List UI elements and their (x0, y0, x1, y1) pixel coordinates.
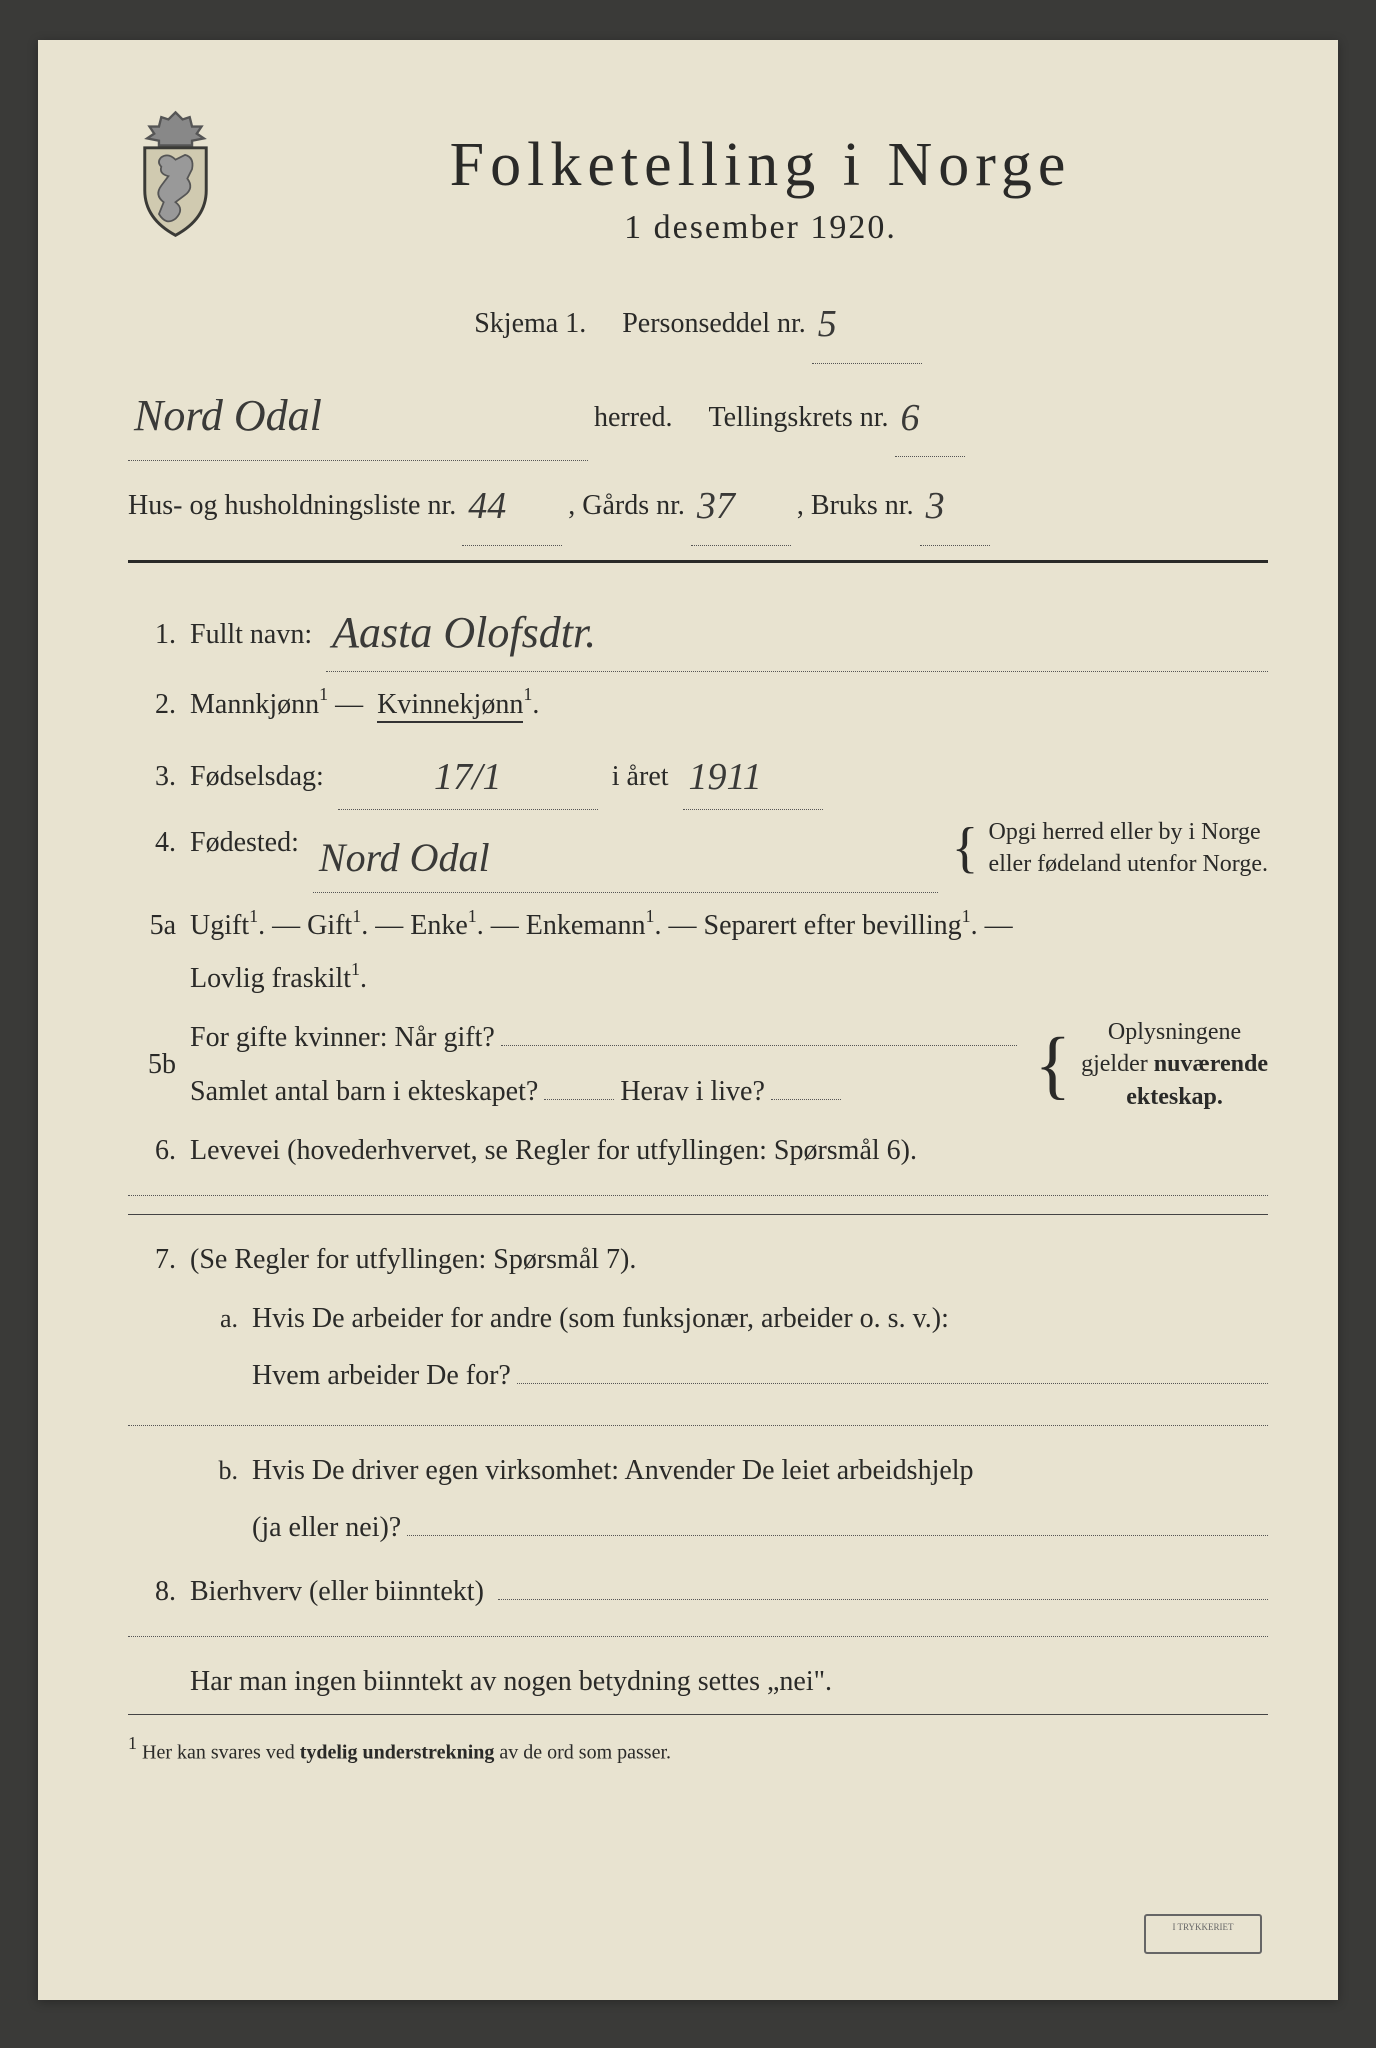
tellingskrets-label: Tellingskrets nr. (709, 387, 889, 449)
q3-mid: i året (612, 750, 669, 803)
q2-row: 2. Mannkjønn1 — Kvinnekjønn1. (128, 678, 1268, 731)
q3-day: 17/1 (338, 737, 598, 810)
q7a-body: Hvis De arbeider for andre (som funksjon… (252, 1292, 1268, 1407)
q6-row: 6. Levevei (hovederhvervet, se Regler fo… (128, 1124, 1268, 1177)
q2-num: 2. (128, 678, 176, 731)
personseddel-value: 5 (812, 279, 922, 364)
bruks-value: 3 (920, 461, 990, 546)
q8-label: Bierhverv (eller biinntekt) (190, 1565, 484, 1618)
q6-blank-line (128, 1195, 1268, 1196)
q4-num: 4. (128, 816, 176, 869)
bruks-label: , Bruks nr. (797, 475, 914, 537)
q7-row: 7. (Se Regler for utfyllingen: Spørsmål … (128, 1233, 1268, 1286)
q1-label: Fullt navn: (190, 608, 312, 661)
brace-icon: { (952, 820, 979, 876)
q4-label: Fødested: (190, 816, 299, 869)
gards-label: , Gårds nr. (568, 475, 685, 537)
q5b-living-blank (771, 1099, 841, 1100)
q5b-children-blank (544, 1099, 614, 1100)
q4-row: 4. Fødested: Nord Odal { Opgi herred ell… (128, 816, 1268, 893)
printer-stamp: I TRYKKERIET (1144, 1914, 1262, 1954)
q4-value: Nord Odal (313, 816, 938, 893)
q3-year: 1911 (683, 737, 823, 810)
q3-row: 3. Fødselsdag: 17/1 i året 1911 (128, 737, 1268, 810)
divider-thick (128, 560, 1268, 563)
divider-mid (128, 1214, 1268, 1215)
brace-icon: { (1035, 1027, 1071, 1103)
q4-note-wrap: { Opgi herred eller by i Norge eller fød… (952, 816, 1268, 881)
herred-value: Nord Odal (128, 364, 588, 462)
q3-num: 3. (128, 750, 176, 803)
q6-num: 6. (128, 1124, 176, 1177)
q8-blank (498, 1599, 1268, 1600)
hus-value: 44 (462, 461, 562, 546)
hus-label: Hus- og husholdningsliste nr. (128, 475, 456, 537)
herred-line: Nord Odal herred. Tellingskrets nr. 6 (128, 364, 1268, 462)
header-row: Folketelling i Norge 1 desember 1920. (128, 120, 1268, 247)
q4-note: Opgi herred eller by i Norge eller fødel… (989, 816, 1268, 881)
q7b-blank (407, 1535, 1268, 1536)
skjema-label: Skjema 1. (474, 293, 586, 355)
q7b-num: b. (190, 1446, 238, 1495)
gards-value: 37 (691, 461, 791, 546)
q1-value: Aasta Olofsdtr. (326, 587, 1268, 672)
main-title: Folketelling i Norge (253, 130, 1268, 201)
q5b-note-wrap: { Oplysningene gjelder nuværende ekteska… (1035, 1016, 1268, 1113)
q7-intro: (Se Regler for utfyllingen: Spørsmål 7). (190, 1233, 1268, 1286)
coat-of-arms-icon (128, 110, 223, 240)
tellingskrets-value: 6 (895, 373, 965, 458)
q7a-num: a. (190, 1294, 238, 1343)
q8-blank-line (128, 1636, 1268, 1637)
q7-num: 7. (128, 1233, 176, 1286)
bottom-note-row: Har man ingen biinntekt av nogen betydni… (128, 1655, 1268, 1708)
q7b-body: Hvis De driver egen virksomhet: Anvender… (252, 1444, 1268, 1559)
personseddel-label: Personseddel nr. (622, 293, 806, 355)
q5b-when-blank (501, 1045, 1017, 1046)
hus-line: Hus- og husholdningsliste nr. 44 , Gårds… (128, 461, 1268, 546)
q7b-row: b. Hvis De driver egen virksomhet: Anven… (128, 1444, 1268, 1559)
bottom-note: Har man ingen biinntekt av nogen betydni… (190, 1655, 832, 1708)
divider-bottom (128, 1714, 1268, 1715)
q5b-row: 5b For gifte kvinner: Når gift? Samlet a… (128, 1011, 1268, 1117)
skjema-line: Skjema 1. Personseddel nr. 5 (128, 279, 1268, 364)
q2-opt1: Mannkjønn1 — (190, 678, 363, 731)
q5b-body: For gifte kvinner: Når gift? Samlet anta… (190, 1011, 1268, 1117)
q5a-row: 5a Ugift1. — Gift1. — Enke1. — Enkemann1… (128, 899, 1268, 1005)
q8-row: 8. Bierhverv (eller biinntekt) (128, 1565, 1268, 1618)
q5a-num: 5a (128, 899, 176, 952)
q5a-body: Ugift1. — Gift1. — Enke1. — Enkemann1. —… (190, 899, 1268, 1005)
q2-opt2: Kvinnekjønn1. (377, 678, 539, 731)
q5b-note: Oplysningene gjelder nuværende ekteskap. (1081, 1016, 1268, 1113)
q8-num: 8. (128, 1565, 176, 1618)
footnote: 1 Her kan svares ved tydelig understrekn… (128, 1735, 1268, 1765)
subtitle: 1 desember 1920. (253, 209, 1268, 247)
q6-label: Levevei (hovederhvervet, se Regler for u… (190, 1124, 1268, 1177)
q7a-blank (517, 1383, 1268, 1384)
q1-num: 1. (128, 608, 176, 661)
document-page: Folketelling i Norge 1 desember 1920. Sk… (38, 40, 1338, 2000)
q5b-num: 5b (128, 1038, 176, 1091)
q3-label: Fødselsdag: (190, 750, 324, 803)
q7a-blank-line (128, 1425, 1268, 1426)
q7a-row: a. Hvis De arbeider for andre (som funks… (128, 1292, 1268, 1407)
herred-label: herred. (594, 387, 673, 449)
q1-row: 1. Fullt navn: Aasta Olofsdtr. (128, 587, 1268, 672)
title-block: Folketelling i Norge 1 desember 1920. (253, 120, 1268, 247)
